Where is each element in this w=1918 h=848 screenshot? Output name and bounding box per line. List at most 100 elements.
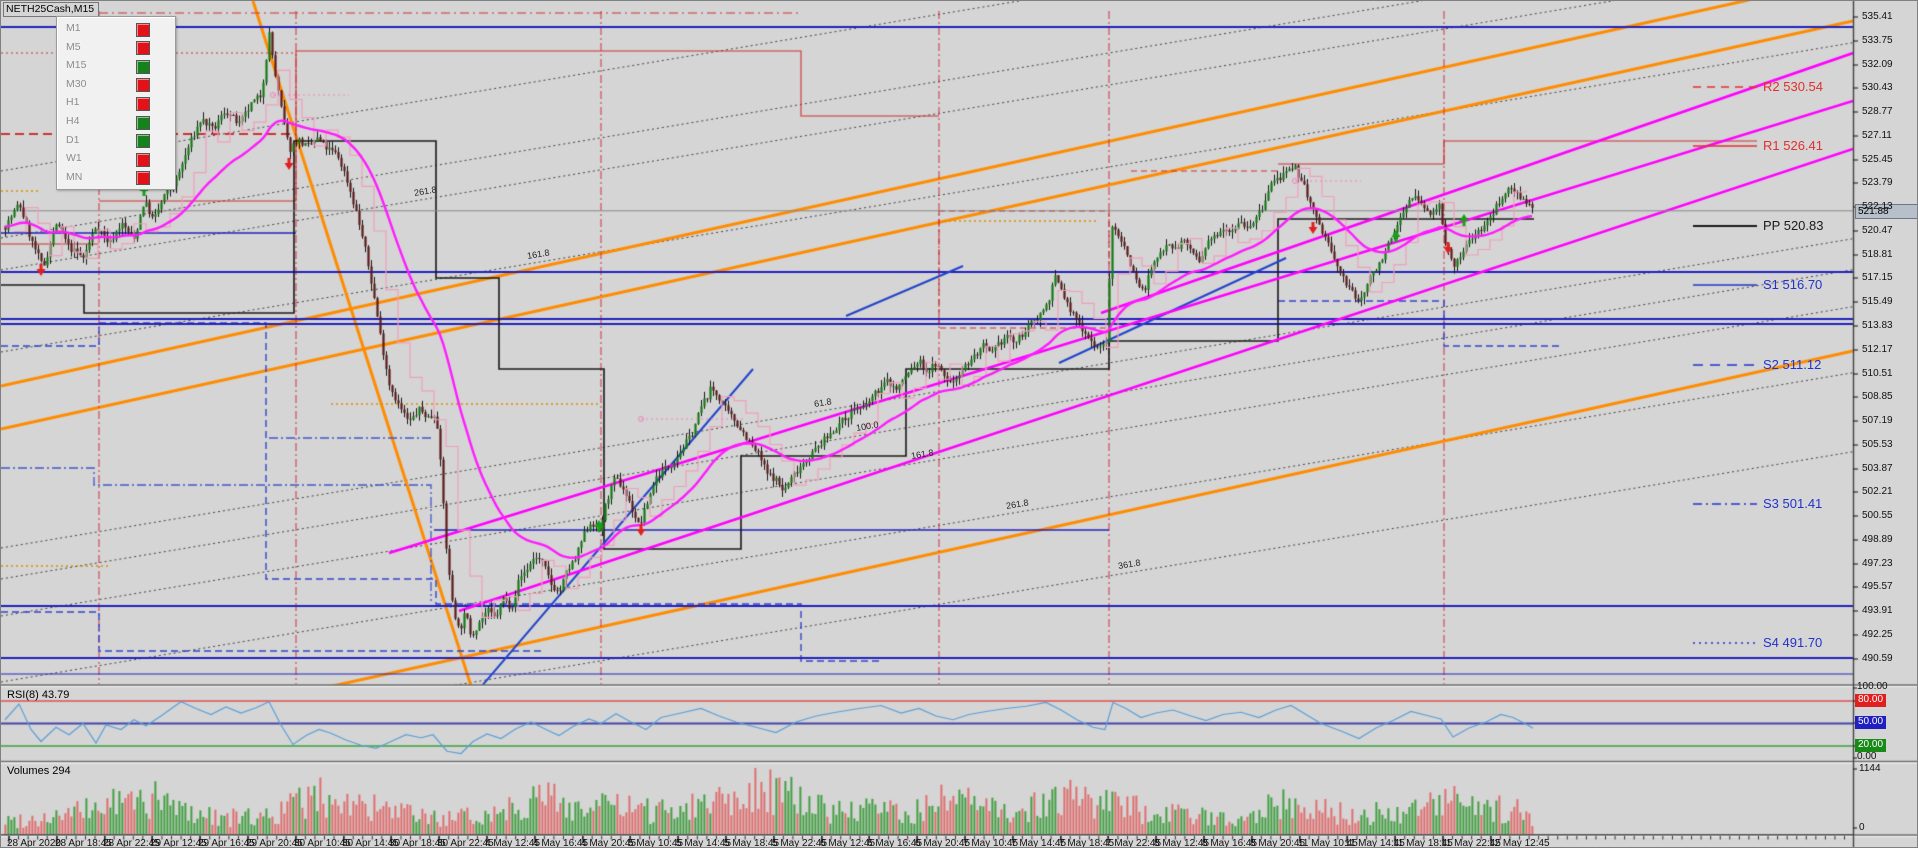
pivot-label-s2: S2 511.12 bbox=[1763, 357, 1822, 372]
timeframe-button-H1[interactable] bbox=[136, 96, 150, 111]
timeframe-button-MN[interactable] bbox=[136, 171, 150, 186]
price-axis-label: 515.49 bbox=[1862, 296, 1893, 307]
price-axis-label: 492.25 bbox=[1862, 629, 1893, 640]
time-axis-label: 30 Apr 22:45 bbox=[437, 838, 494, 848]
timeframe-button-M30[interactable] bbox=[136, 78, 150, 93]
price-axis-label: 495.57 bbox=[1862, 581, 1893, 592]
price-axis-label: 502.21 bbox=[1862, 486, 1893, 497]
timeframe-panel: M1 M5 M15 M30 H1 H4 D1 W1 MN bbox=[56, 16, 176, 190]
price-axis-label: 503.87 bbox=[1862, 463, 1893, 474]
time-axis-label: 5 May 18:45 bbox=[724, 838, 780, 848]
time-axis-label: 30 Apr 10:45 bbox=[294, 838, 351, 848]
timeframe-row-M15: M15 bbox=[57, 57, 175, 74]
time-axis-label: 7 May 22:45 bbox=[1106, 838, 1162, 848]
timeframe-label-MN: MN bbox=[66, 170, 83, 183]
timeframe-row-H1: H1 bbox=[57, 94, 175, 111]
time-axis-label: 29 Apr 12:45 bbox=[150, 838, 207, 848]
timeframe-row-MN: MN bbox=[57, 169, 175, 186]
pivot-label-r1: R1 526.41 bbox=[1763, 138, 1823, 153]
price-axis-label: 510.51 bbox=[1862, 368, 1893, 379]
pivot-label-r2: R2 530.54 bbox=[1763, 79, 1823, 94]
volume-scale-label-0: 0 bbox=[1859, 822, 1865, 833]
timeframe-label-M5: M5 bbox=[66, 40, 81, 53]
timeframe-row-W1: W1 bbox=[57, 150, 175, 167]
time-axis-label: 8 May 20:45 bbox=[1250, 838, 1306, 848]
time-axis-label: 5 May 14:45 bbox=[676, 838, 732, 848]
timeframe-button-M5[interactable] bbox=[136, 41, 150, 56]
rsi-indicator-label: RSI(8) 43.79 bbox=[7, 689, 70, 701]
timeframe-button-H4[interactable] bbox=[136, 115, 150, 130]
price-axis-label: 532.09 bbox=[1862, 59, 1893, 70]
time-axis-label: 8 May 16:45 bbox=[1202, 838, 1258, 848]
timeframe-label-H1: H1 bbox=[66, 96, 80, 109]
volume-scale-label-1144: 1144 bbox=[1859, 763, 1881, 774]
price-axis-label: 513.83 bbox=[1862, 320, 1893, 331]
timeframe-label-W1: W1 bbox=[66, 152, 82, 165]
time-axis-label: 28 Apr 2020 bbox=[7, 838, 61, 848]
rsi-scale-label-50.00: 50.00 bbox=[1855, 716, 1887, 729]
time-axis-label: 11 May 14:45 bbox=[1345, 838, 1405, 848]
time-axis-label: 11 May 22:45 bbox=[1441, 838, 1501, 848]
pivot-label-s4: S4 491.70 bbox=[1763, 635, 1823, 650]
time-axis-label: 7 May 18:45 bbox=[1059, 838, 1115, 848]
pivot-label-s3: S3 501.41 bbox=[1763, 496, 1823, 511]
price-axis-label: 517.15 bbox=[1862, 272, 1893, 283]
timeframe-label-M15: M15 bbox=[66, 59, 87, 72]
time-axis-label: 5 May 10:45 bbox=[628, 838, 684, 848]
time-axis-label: 30 Apr 14:45 bbox=[342, 838, 399, 848]
timeframe-row-M5: M5 bbox=[57, 39, 175, 56]
time-axis-label: 4 May 20:45 bbox=[581, 838, 637, 848]
rsi-scale-label-0.00: 0.00 bbox=[1857, 751, 1877, 762]
timeframe-label-M1: M1 bbox=[66, 22, 81, 34]
price-axis-label: 535.41 bbox=[1862, 11, 1893, 22]
time-axis-label: 28 Apr 22:45 bbox=[103, 838, 160, 848]
price-axis-label: 508.85 bbox=[1862, 391, 1893, 402]
timeframe-button-M15[interactable] bbox=[136, 59, 150, 74]
volumes-indicator-label: Volumes 294 bbox=[7, 765, 71, 777]
time-axis-label: 11 May 18:45 bbox=[1393, 838, 1453, 848]
time-axis-label: 4 May 12:45 bbox=[485, 838, 541, 848]
timeframe-label-H4: H4 bbox=[66, 115, 80, 127]
pivot-label-pp: PP 520.83 bbox=[1763, 218, 1824, 233]
price-axis-label: 525.45 bbox=[1862, 154, 1893, 165]
pivot-label-s1: S1 516.70 bbox=[1763, 277, 1823, 292]
time-axis-label: 28 Apr 18:45 bbox=[55, 838, 112, 848]
timeframe-label-M30: M30 bbox=[66, 77, 87, 90]
price-axis-label: 523.79 bbox=[1862, 177, 1893, 188]
time-axis-label: 29 Apr 16:45 bbox=[198, 838, 255, 848]
time-axis-label: 30 Apr 18:45 bbox=[389, 838, 446, 848]
time-axis-label: 6 May 16:45 bbox=[867, 838, 923, 848]
time-axis-label: 7 May 10:45 bbox=[963, 838, 1019, 848]
price-axis-label: 500.55 bbox=[1862, 510, 1893, 521]
rsi-scale-label-80.00: 80.00 bbox=[1855, 694, 1887, 707]
timeframe-button-D1[interactable] bbox=[136, 134, 150, 149]
timeframe-button-W1[interactable] bbox=[136, 152, 150, 167]
rsi-scale-label-20.00: 20.00 bbox=[1855, 739, 1887, 752]
price-axis-label: 527.11 bbox=[1862, 130, 1892, 141]
price-axis-label: 490.59 bbox=[1862, 653, 1893, 664]
timeframe-button-M1[interactable] bbox=[136, 22, 150, 37]
price-axis-label: 505.53 bbox=[1862, 439, 1893, 450]
price-axis-label: 528.77 bbox=[1862, 106, 1893, 117]
timeframe-row-M30: M30 bbox=[57, 76, 175, 93]
timeframe-row-M1: M1 bbox=[57, 20, 175, 37]
time-axis-label: 4 May 16:45 bbox=[533, 838, 589, 848]
price-axis-label: 507.19 bbox=[1862, 415, 1893, 426]
price-axis-label: 533.75 bbox=[1862, 35, 1893, 46]
time-axis-label: 12 May 12:45 bbox=[1489, 838, 1550, 848]
price-axis-label: 530.43 bbox=[1862, 82, 1893, 93]
current-price-badge: 521.88 bbox=[1855, 204, 1917, 219]
price-axis-label: 498.89 bbox=[1862, 534, 1893, 545]
time-axis-label: 5 May 22:45 bbox=[772, 838, 828, 848]
time-axis-label: 7 May 14:45 bbox=[1011, 838, 1067, 848]
timeframe-row-H4: H4 bbox=[57, 113, 175, 130]
time-axis-label: 6 May 12:45 bbox=[820, 838, 876, 848]
rsi-scale-label-100.00: 100.00 bbox=[1857, 681, 1888, 692]
time-axis-label: 11 May 10:45 bbox=[1298, 838, 1358, 848]
time-axis-label: 29 Apr 20:45 bbox=[246, 838, 303, 848]
time-axis-label: 8 May 12:45 bbox=[1154, 838, 1210, 848]
timeframe-label-D1: D1 bbox=[66, 133, 80, 146]
price-axis-label: 520.47 bbox=[1862, 225, 1893, 236]
